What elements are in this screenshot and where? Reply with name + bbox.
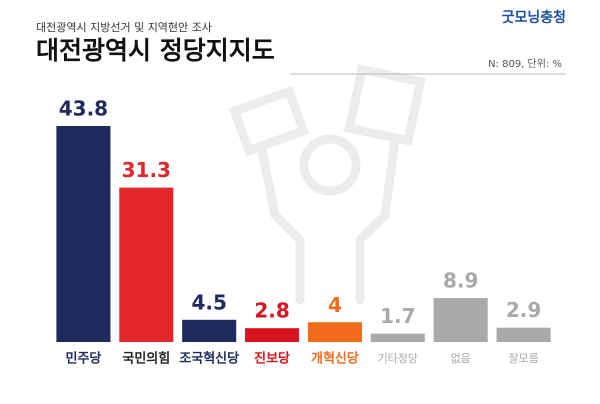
bar bbox=[370, 333, 425, 342]
brand: 굿모닝충청 bbox=[502, 10, 566, 26]
value-label: 8.9 bbox=[443, 269, 478, 293]
value-label: 4 bbox=[328, 293, 342, 317]
value-label: 1.7 bbox=[380, 304, 415, 328]
x-tick-label: 민주당 bbox=[65, 351, 101, 367]
value-label: 4.5 bbox=[191, 290, 226, 314]
bar bbox=[182, 319, 237, 342]
x-tick-label: 잘모름 bbox=[508, 352, 538, 365]
value-label: 2.8 bbox=[254, 299, 289, 323]
x-tick-label: 개혁신당 bbox=[311, 351, 359, 367]
x-tick-label: 진보당 bbox=[254, 351, 290, 367]
subtitle: 대전광역시 지방선거 및 지역현안 조사 bbox=[36, 21, 212, 34]
bar bbox=[433, 298, 488, 342]
bar bbox=[496, 327, 551, 342]
x-tick-label: 기타정당 bbox=[378, 352, 418, 365]
chart-title: 대전광역시 정당지지도 bbox=[36, 36, 275, 65]
value-label: 31.3 bbox=[122, 158, 171, 182]
value-label: 43.8 bbox=[59, 97, 108, 121]
illustration bbox=[228, 64, 426, 305]
x-tick-label: 없음 bbox=[451, 352, 471, 365]
bar bbox=[245, 328, 300, 342]
bar bbox=[56, 126, 111, 342]
note: N: 809, 단위: % bbox=[488, 57, 562, 70]
x-tick-label: 조국혁신당 bbox=[179, 351, 239, 367]
bar bbox=[119, 187, 174, 342]
bar bbox=[307, 322, 362, 342]
value-label: 2.9 bbox=[506, 298, 541, 322]
x-tick-label: 국민의힘 bbox=[122, 351, 170, 367]
